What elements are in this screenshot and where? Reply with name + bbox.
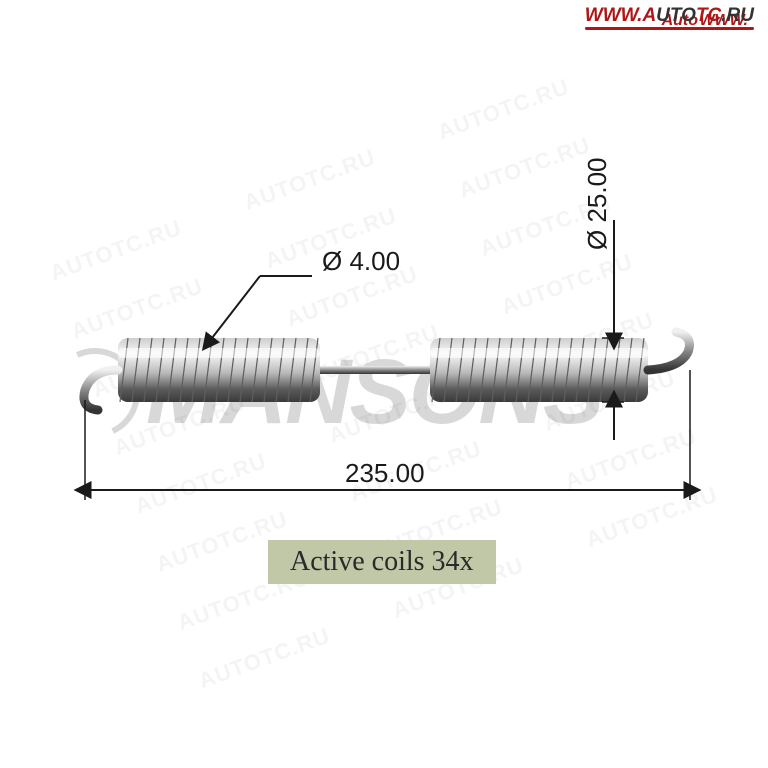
spring-diagram: Ø 4.00 Ø 25.00 235.00 [0,0,768,768]
left-hook [84,370,118,410]
active-coils-badge: Active coils 34x [268,540,496,584]
right-coil-body [430,338,648,402]
spring-shaft [300,366,450,374]
wire-diameter-callout: Ø 4.00 [212,246,400,338]
canvas: AUTOTC.RU AUTOTC.RU AUTOTC.RU AUTOTC.RU … [0,0,768,768]
right-hook [648,332,690,370]
wire-diameter-label: Ø 4.00 [322,246,400,276]
active-coils-text: Active coils 34x [290,546,474,577]
outer-diameter-label: Ø 25.00 [582,157,612,250]
length-label: 235.00 [345,458,425,488]
left-coil-body [118,338,320,402]
